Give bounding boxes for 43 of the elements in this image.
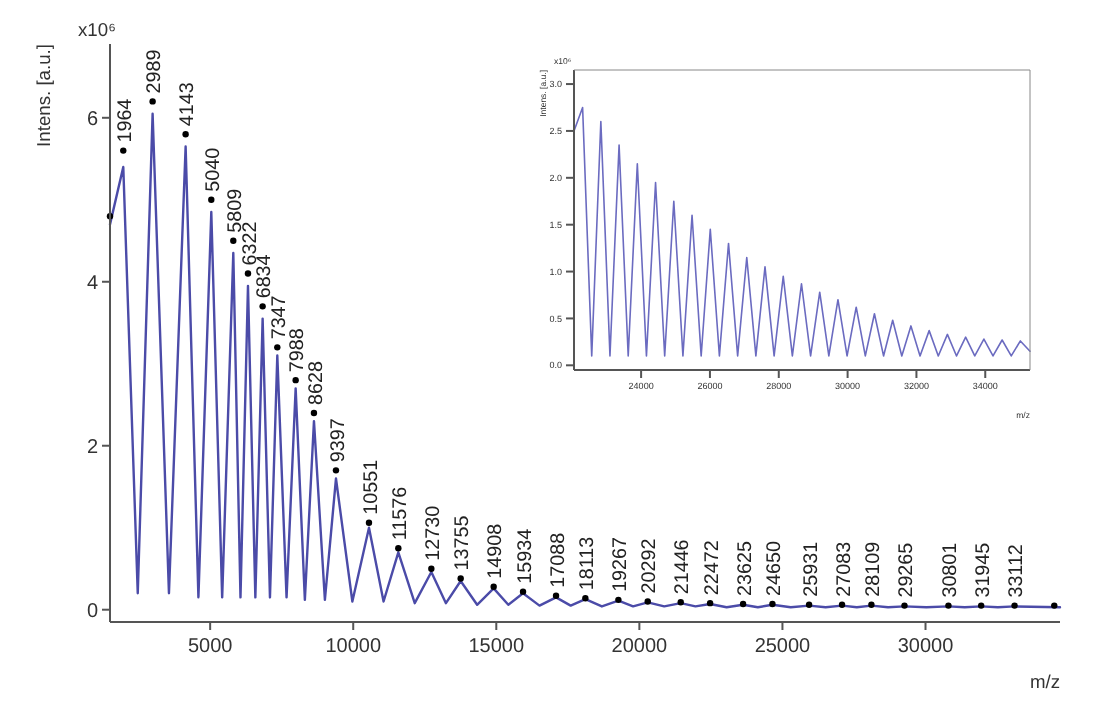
annotation: 24650: [764, 540, 787, 596]
annotation: 13755: [452, 514, 475, 571]
annotation: 7347: [269, 295, 292, 340]
x-tick-label: 15000: [468, 636, 525, 658]
x-tick-label: 30000: [897, 636, 955, 658]
annotation: 20292: [639, 538, 662, 594]
annotation: 1964: [114, 97, 137, 143]
x-axis-title: m/z: [1029, 672, 1061, 692]
x-tick-label: 10000: [325, 636, 382, 658]
y-tick-label: 0: [86, 600, 99, 623]
y-tick-label: 6: [86, 108, 99, 131]
y-tick-label: 4: [86, 272, 99, 295]
annotation: 11576: [390, 485, 413, 541]
annotation: 33112: [1006, 544, 1029, 598]
annotation: 10551: [360, 458, 383, 515]
annotation: 31945: [972, 541, 995, 598]
y-tick-label: 2: [86, 436, 99, 459]
text: x10⁶: [78, 20, 117, 40]
annotation: 15934: [514, 527, 537, 584]
annotation: 30801: [940, 541, 963, 598]
annotation: 21446: [672, 538, 695, 595]
annotation: 17088: [547, 531, 570, 588]
annotation: 6834: [254, 253, 277, 299]
x-tick-label: 25000: [754, 636, 812, 658]
annotation: 18113: [577, 535, 600, 591]
annotation: 25931: [800, 540, 823, 597]
annotation: 29265: [896, 541, 919, 598]
annotation: 14908: [485, 522, 508, 579]
annotation: 28109: [863, 540, 886, 597]
annotation: 4143: [177, 81, 200, 127]
y-axis-title: Intens. [a.u.]: [34, 44, 54, 147]
annotation: 27083: [833, 540, 856, 597]
annotation: 9397: [327, 418, 350, 463]
annotation: 8628: [305, 359, 328, 405]
x-tick-label: 20000: [611, 636, 669, 658]
annotation: 22472: [701, 540, 724, 596]
annotation: 5040: [203, 146, 225, 192]
annotation: 12730: [423, 504, 446, 561]
annotation: 23625: [734, 540, 757, 596]
x-tick-label: 5000: [187, 636, 234, 658]
annotation: 19267: [610, 536, 633, 592]
annotation: 7988: [287, 327, 310, 373]
annotation: 2989: [144, 48, 167, 94]
